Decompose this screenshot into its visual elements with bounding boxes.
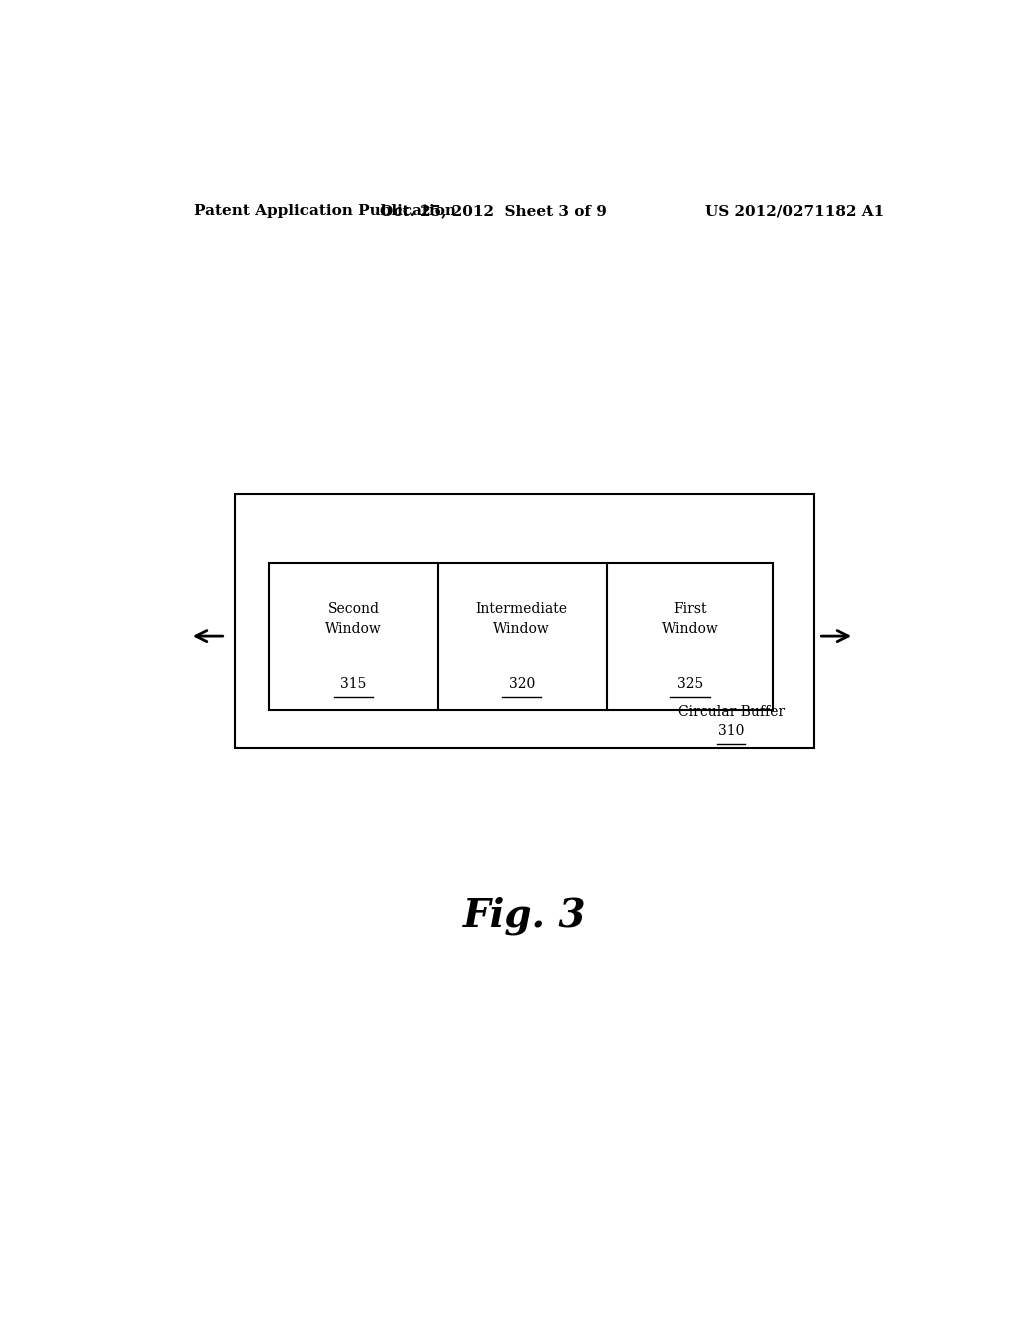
Text: 325: 325 bbox=[677, 677, 703, 690]
Text: Fig. 3: Fig. 3 bbox=[463, 896, 587, 935]
Text: First
Window: First Window bbox=[662, 602, 718, 636]
Text: Intermediate
Window: Intermediate Window bbox=[475, 602, 567, 636]
Text: Patent Application Publication: Patent Application Publication bbox=[194, 205, 456, 218]
Text: US 2012/0271182 A1: US 2012/0271182 A1 bbox=[705, 205, 885, 218]
Text: 310: 310 bbox=[718, 723, 744, 738]
Text: 315: 315 bbox=[340, 677, 367, 690]
Text: Oct. 25, 2012  Sheet 3 of 9: Oct. 25, 2012 Sheet 3 of 9 bbox=[380, 205, 606, 218]
Bar bbox=[269, 562, 773, 710]
Text: Circular Buffer: Circular Buffer bbox=[678, 705, 784, 719]
Text: Second
Window: Second Window bbox=[325, 602, 382, 636]
Bar bbox=[236, 494, 814, 748]
Text: 320: 320 bbox=[509, 677, 535, 690]
